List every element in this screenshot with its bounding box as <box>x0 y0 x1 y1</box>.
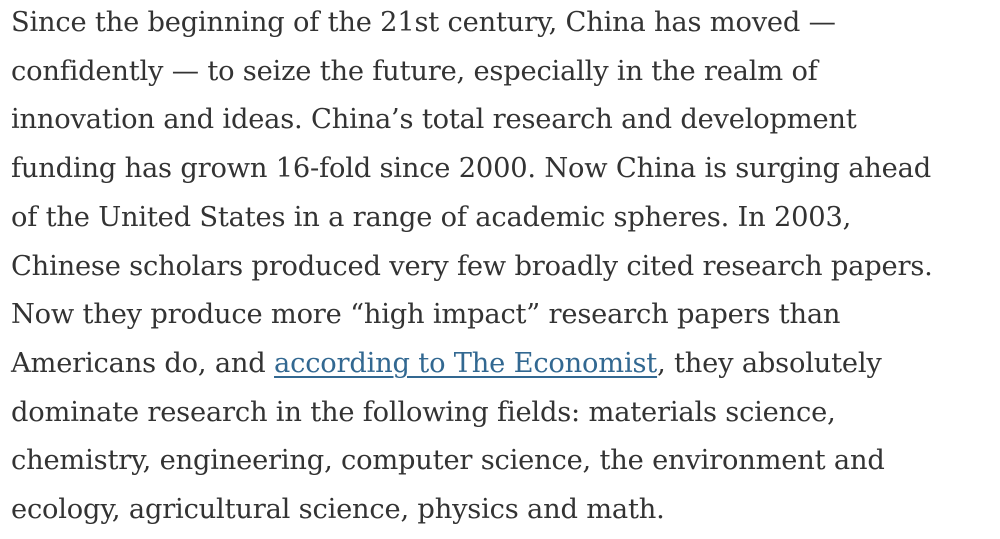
link-line-after-text: , they absolutely <box>657 347 882 379</box>
paragraph-line: Now they produce more “high impact” rese… <box>11 299 841 331</box>
paragraph-line: Chinese scholars produced very few broad… <box>11 250 933 282</box>
article-paragraph: Since the beginning of the 21st century,… <box>11 0 996 535</box>
paragraph-line: dominate research in the following field… <box>11 396 836 428</box>
link-line-before-text: Americans do, and <box>11 347 275 379</box>
paragraph-line: innovation and ideas. China’s total rese… <box>11 104 857 136</box>
paragraph-line: of the United States in a range of acade… <box>11 201 852 233</box>
paragraph-line: funding has grown 16-fold since 2000. No… <box>11 153 931 185</box>
paragraph-line-with-link: Americans do, and according to The Econo… <box>11 340 996 389</box>
paragraph-line: chemistry, engineering, computer science… <box>11 445 885 477</box>
economist-link[interactable]: according to The Economist <box>274 347 658 379</box>
paragraph-line: Since the beginning of the 21st century,… <box>11 7 836 38</box>
paragraph-line: ecology, agricultural science, physics a… <box>11 494 665 526</box>
paragraph-line: confidently — to seize the future, espec… <box>11 55 818 87</box>
